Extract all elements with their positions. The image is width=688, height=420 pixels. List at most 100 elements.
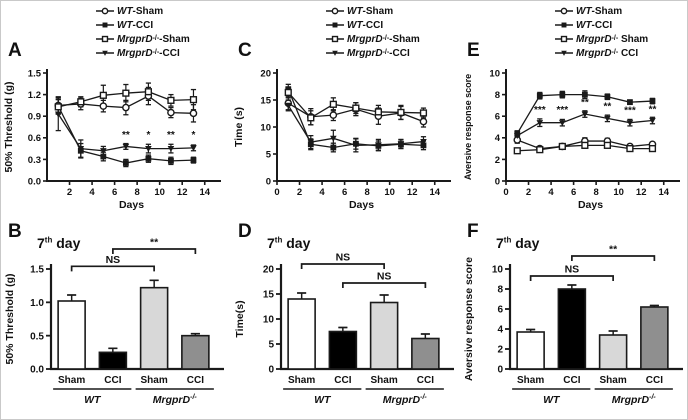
square-open-marker-icon [374, 108, 383, 116]
bars [287, 292, 440, 370]
panel-D-title: 7th day [267, 235, 311, 251]
significance-marks: ** * ** * [122, 130, 196, 141]
square-filled-marker-icon [559, 91, 566, 98]
x-tick-label: 4 [319, 187, 325, 198]
x-tick-label: 12 [177, 187, 188, 198]
bar-cci-1 [328, 330, 358, 370]
panel-E: E WT -Sham WT -CCI MrgprD -/- Sham MrgprD -/- C… [460, 1, 687, 211]
x-tick-label: 10 [154, 187, 165, 198]
legend-gene-label: WT [347, 19, 363, 31]
square-open-marker-icon [99, 91, 107, 99]
y-tick-label: 0.6 [28, 133, 41, 144]
bracket-label: ** [609, 244, 618, 256]
x-tick-label: 2 [297, 187, 302, 198]
square-filled-marker-icon [561, 22, 567, 28]
triangle-filled-marker-icon [649, 117, 656, 124]
x-tick-label: 14 [658, 187, 669, 198]
significance-mark: ** [167, 130, 175, 141]
series-markers-mrgprd-cci [54, 111, 197, 155]
square-open-marker-icon [513, 147, 521, 155]
bar-sham-0 [516, 331, 545, 370]
x-category-labels: Sham CCI Sham CCI [517, 375, 663, 386]
panel-D: D 7th day 0 5 10 15 20 Time(s) Sham CCI Sham CCI W… [231, 211, 460, 419]
square-filled-marker-icon [168, 157, 174, 164]
square-open-marker-icon [101, 35, 109, 43]
square-open-marker-icon [329, 100, 337, 108]
significance-mark: ** [604, 102, 612, 113]
square-filled-marker-icon [627, 99, 633, 106]
panel-letter-D: D [238, 221, 252, 242]
significance-brackets: NS NS [300, 252, 427, 288]
square-filled-marker-icon [330, 144, 337, 151]
significance-marks: *** ***** ** *** ** [534, 97, 657, 116]
legend-gene-label: MrgprD [117, 47, 153, 59]
category-label: Sham [600, 375, 627, 386]
panel-B-plot: 0.00.51.01.550% Threshold (g)Sham CCI Sham… [4, 237, 224, 406]
square-open-marker-icon [419, 109, 428, 117]
y-tick-label: 10 [260, 122, 271, 133]
legend-C: WT -Sham WT -CCI MrgprD -/- -Sham MrgprD -/- -CCI [326, 4, 420, 60]
square-open-marker-icon [352, 104, 360, 112]
square-filled-marker-icon [190, 157, 197, 164]
square-open-marker-icon [77, 98, 85, 106]
significance-mark: * [192, 130, 196, 141]
category-label: Sham [371, 375, 398, 386]
x-tick-label: 14 [199, 187, 210, 198]
triangle-filled-marker-icon [397, 141, 405, 148]
circle-open-legend-icon [96, 7, 114, 15]
circle-open-marker-icon [99, 102, 108, 110]
x-tick-label: 2 [526, 187, 531, 198]
y-tick-label: 15 [263, 290, 275, 301]
square-filled-marker-icon [332, 22, 338, 28]
square-open-marker-icon [536, 146, 544, 154]
circle-open-marker-icon [331, 7, 339, 15]
square-open-legend-icon [555, 35, 573, 43]
y-tick-label: 6 [497, 305, 503, 316]
triangle-filled-marker-icon [581, 111, 589, 118]
y-axis-label: 50% Threshold (g) [4, 273, 16, 364]
x-tick-label: 8 [593, 187, 598, 198]
triangle-filled-marker-icon [513, 133, 521, 140]
group-labels: WT MrgprD-/- [283, 388, 444, 406]
triangle-filled-marker-icon [352, 142, 360, 149]
y-tick-label: 10 [263, 315, 275, 326]
x-tick-label: 6 [342, 187, 347, 198]
square-filled-marker-icon [122, 160, 129, 166]
category-label: CCI [104, 375, 121, 386]
panel-F: F 7th day 0 2 4 6 8 10 Aversive response score… [460, 211, 687, 419]
triangle-filled-legend-icon [96, 50, 114, 56]
bracket-label: NS [106, 254, 121, 266]
square-open-marker-icon [397, 108, 405, 117]
tick-labels: 0 5 10 15 20 0 2 4 6 8 10 12 14 [260, 68, 440, 198]
square-open-marker-icon [581, 141, 589, 149]
circle-open-marker-icon [101, 7, 109, 15]
y-axis-label: Aversive response score [463, 257, 475, 381]
axes [273, 69, 451, 185]
triangle-filled-legend-icon [326, 50, 344, 56]
circle-open-marker-icon [419, 117, 428, 126]
bar-cci-3 [181, 334, 210, 370]
y-tick-label: 1.5 [30, 265, 44, 276]
legend-A: WT -Sham WT -CCI MrgprD -/- -Sham MrgprD -/- -CCI [96, 4, 190, 60]
series-markers-mrgprd-sham [54, 88, 198, 111]
circle-open-legend-icon [326, 7, 344, 15]
square-filled-marker-icon [536, 92, 543, 99]
bar-cci-3 [640, 306, 669, 370]
legend-item-wt-sham: WT -Sham [326, 4, 420, 18]
category-label: CCI [563, 375, 580, 386]
bar-sham-2 [598, 334, 628, 370]
bracket-label: NS [565, 264, 580, 276]
y-tick-label: 8 [495, 90, 500, 101]
group-label-wt: WT [314, 394, 332, 406]
legend-item-mrgprd-sham: MrgprD -/- -Sham [326, 32, 420, 46]
x-tick-label: 14 [429, 187, 440, 198]
group-label-mrgprd: MrgprD-/- [383, 394, 428, 406]
legend-item-wt-sham: WT -Sham [555, 4, 648, 18]
y-tick-label: 4 [495, 133, 501, 144]
category-label: Sham [141, 375, 168, 386]
legend-item-wt-cci: WT -CCI [326, 18, 420, 32]
y-tick-label: 10 [489, 68, 500, 79]
triangle-filled-marker-icon [122, 143, 130, 150]
square-open-marker-icon [558, 142, 566, 151]
x-tick-label: 12 [407, 187, 418, 198]
